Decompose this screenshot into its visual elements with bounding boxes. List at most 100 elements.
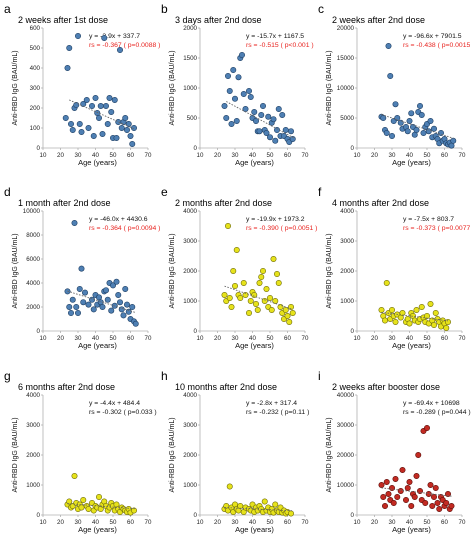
data-point [232, 283, 239, 290]
data-point [383, 130, 390, 137]
spearman-rs: rs = -0.438 ( p=0.0015 ) [403, 42, 472, 49]
data-point [97, 103, 104, 110]
data-point [272, 137, 279, 144]
data-point [62, 115, 69, 122]
data-point [392, 476, 399, 483]
y-tick-label: 10000 [337, 85, 355, 92]
data-point [115, 119, 122, 126]
data-point [279, 112, 286, 119]
data-point [431, 494, 438, 501]
spearman-rs: rs = -0.373 ( p=0.0077 ) [403, 225, 472, 232]
data-point [378, 307, 385, 314]
x-tick-label: 20 [371, 152, 378, 159]
x-tick-label: 30 [232, 335, 239, 342]
panel-title: 2 weeks after 1st dose [18, 15, 108, 25]
y-tick-label: 500 [30, 45, 41, 52]
panel-b: b 3 days after 2nd dose 0 500 1000 1500 2000 10… [161, 2, 314, 167]
regression-equation: y = -3.9x + 337.7 [89, 33, 140, 40]
y-tick-label: 600 [30, 25, 41, 32]
data-point [267, 134, 274, 141]
data-point [289, 310, 296, 317]
data-point [397, 119, 404, 126]
data-point [225, 222, 232, 229]
data-point [122, 286, 129, 293]
x-tick-label: 40 [406, 152, 413, 159]
data-point [286, 319, 293, 326]
x-axis-label: Age (years) [235, 158, 274, 167]
x-tick-label: 10 [197, 519, 204, 526]
x-tick-label: 30 [389, 335, 396, 342]
y-axis-label: Anti-RBD IgG (BAU/mL) [169, 233, 176, 308]
data-point [66, 44, 73, 51]
data-point [417, 103, 424, 110]
data-point [261, 498, 268, 505]
data-point [115, 292, 122, 299]
data-point [242, 292, 249, 299]
y-tick-label: 40000 [337, 392, 355, 399]
data-point [221, 292, 228, 299]
data-point [427, 118, 434, 125]
y-tick-label: 4000 [183, 392, 197, 399]
x-axis-label: Age (years) [392, 158, 431, 167]
x-tick-label: 10 [354, 519, 361, 526]
data-point [68, 310, 75, 317]
data-point [125, 308, 132, 315]
data-point [385, 42, 392, 49]
data-point [427, 482, 434, 489]
y-tick-label: 10000 [23, 208, 41, 215]
data-point [418, 304, 425, 311]
x-tick-label: 50 [267, 335, 274, 342]
regression-equation: y = -96.6x + 7901.5 [403, 33, 462, 40]
trend-line [224, 285, 293, 310]
data-point [226, 483, 233, 490]
data-point [80, 101, 87, 108]
y-tick-label: 0 [351, 145, 355, 152]
data-point [392, 319, 399, 326]
data-point [118, 125, 125, 132]
data-point [71, 219, 78, 226]
data-point [90, 306, 97, 313]
data-point [258, 274, 265, 281]
data-point [389, 307, 396, 314]
x-tick-label: 60 [441, 519, 448, 526]
data-point [71, 473, 78, 480]
data-point [103, 103, 110, 110]
y-tick-label: 2000 [340, 268, 354, 275]
x-tick-label: 60 [441, 335, 448, 342]
regression-equation: y = -15.7x + 1167.5 [246, 33, 304, 40]
data-point [85, 125, 92, 132]
x-axis-label: Age (years) [392, 341, 431, 350]
data-point [80, 299, 87, 306]
y-tick-label: 4000 [340, 208, 354, 215]
panel-letter: h [161, 369, 168, 383]
panel-i: i 2 weeks after booster dose 0 10000 20000 30… [318, 369, 471, 534]
trend-line [67, 503, 136, 510]
y-tick-label: 0 [194, 328, 198, 335]
x-tick-label: 20 [214, 519, 221, 526]
y-axis-label: Anti-RBD IgG (BAU/mL) [326, 417, 333, 492]
data-point [104, 121, 111, 128]
data-point [389, 485, 396, 492]
spearman-rs: rs = -0.367 ( p=0.0088 ) [89, 42, 160, 49]
x-tick-label: 50 [424, 519, 431, 526]
data-point [73, 102, 80, 109]
data-point [448, 503, 455, 510]
y-tick-label: 300 [30, 85, 41, 92]
data-point [113, 278, 120, 285]
y-tick-label: 1500 [183, 55, 197, 62]
data-point [263, 130, 270, 137]
data-point [247, 94, 254, 101]
data-point [450, 137, 457, 144]
data-point [230, 67, 237, 74]
x-tick-label: 70 [302, 335, 309, 342]
x-tick-label: 50 [424, 152, 431, 159]
x-tick-label: 40 [92, 335, 99, 342]
x-axis-label: Age (years) [78, 158, 117, 167]
x-axis-label: Age (years) [235, 525, 274, 534]
x-tick-label: 60 [284, 335, 291, 342]
x-tick-label: 60 [127, 335, 134, 342]
data-point [404, 485, 411, 492]
x-tick-label: 30 [232, 519, 239, 526]
x-tick-label: 30 [389, 519, 396, 526]
